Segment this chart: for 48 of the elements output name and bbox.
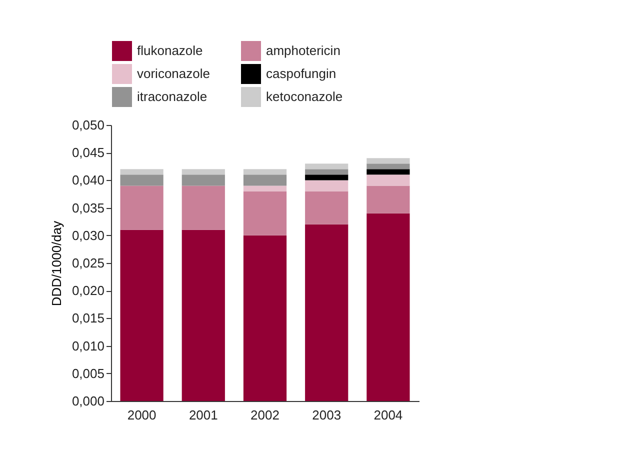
y-tick-label: 0,050 <box>72 118 104 132</box>
bar <box>366 174 410 186</box>
legend-label: ketoconazole <box>266 89 343 104</box>
y-tick-label: 0,025 <box>72 256 104 270</box>
bar <box>366 158 410 164</box>
bar <box>366 169 410 175</box>
x-tick-label: 2004 <box>374 408 403 422</box>
bar <box>120 174 164 186</box>
bar <box>366 186 410 214</box>
bar <box>243 186 287 192</box>
bar <box>182 174 225 186</box>
y-axis-title: DDD/1000/day <box>48 220 64 306</box>
bar <box>182 186 225 230</box>
bar <box>366 164 410 170</box>
legend-label: voriconazole <box>137 66 210 81</box>
bar <box>182 230 225 401</box>
y-tick-label: 0,005 <box>72 366 104 381</box>
x-tick-label: 2000 <box>127 408 156 422</box>
legend-label: amphotericin <box>266 43 340 58</box>
bar <box>243 169 287 175</box>
legend-label: itraconazole <box>137 89 208 104</box>
x-tick-label: 2003 <box>312 408 342 422</box>
y-tick-label: 0,045 <box>72 145 104 160</box>
y-tick-label: 0,030 <box>72 228 104 243</box>
bar <box>305 164 348 170</box>
bar <box>120 230 164 401</box>
x-tick-label: 2002 <box>250 408 280 422</box>
bar <box>305 191 348 224</box>
bar <box>305 180 348 192</box>
y-tick-label: 0,010 <box>72 338 104 354</box>
bar <box>243 235 287 401</box>
legend-label: caspofungin <box>266 66 336 81</box>
bar <box>243 174 287 186</box>
y-tick-label: 0,020 <box>72 283 104 298</box>
bar <box>305 169 348 175</box>
y-tick-label: 0,000 <box>72 394 104 408</box>
y-tick-label: 0,015 <box>72 310 104 326</box>
bar <box>120 169 164 175</box>
x-tick-label: 2001 <box>188 408 218 422</box>
legend-label: flukonazole <box>137 43 203 58</box>
bar <box>243 191 287 236</box>
bar <box>182 169 225 175</box>
bar <box>366 213 410 401</box>
y-tick-label: 0,040 <box>72 172 104 188</box>
y-tick-label: 0,035 <box>72 200 104 216</box>
bar <box>305 174 348 180</box>
bar <box>120 186 164 230</box>
bar <box>305 224 348 401</box>
